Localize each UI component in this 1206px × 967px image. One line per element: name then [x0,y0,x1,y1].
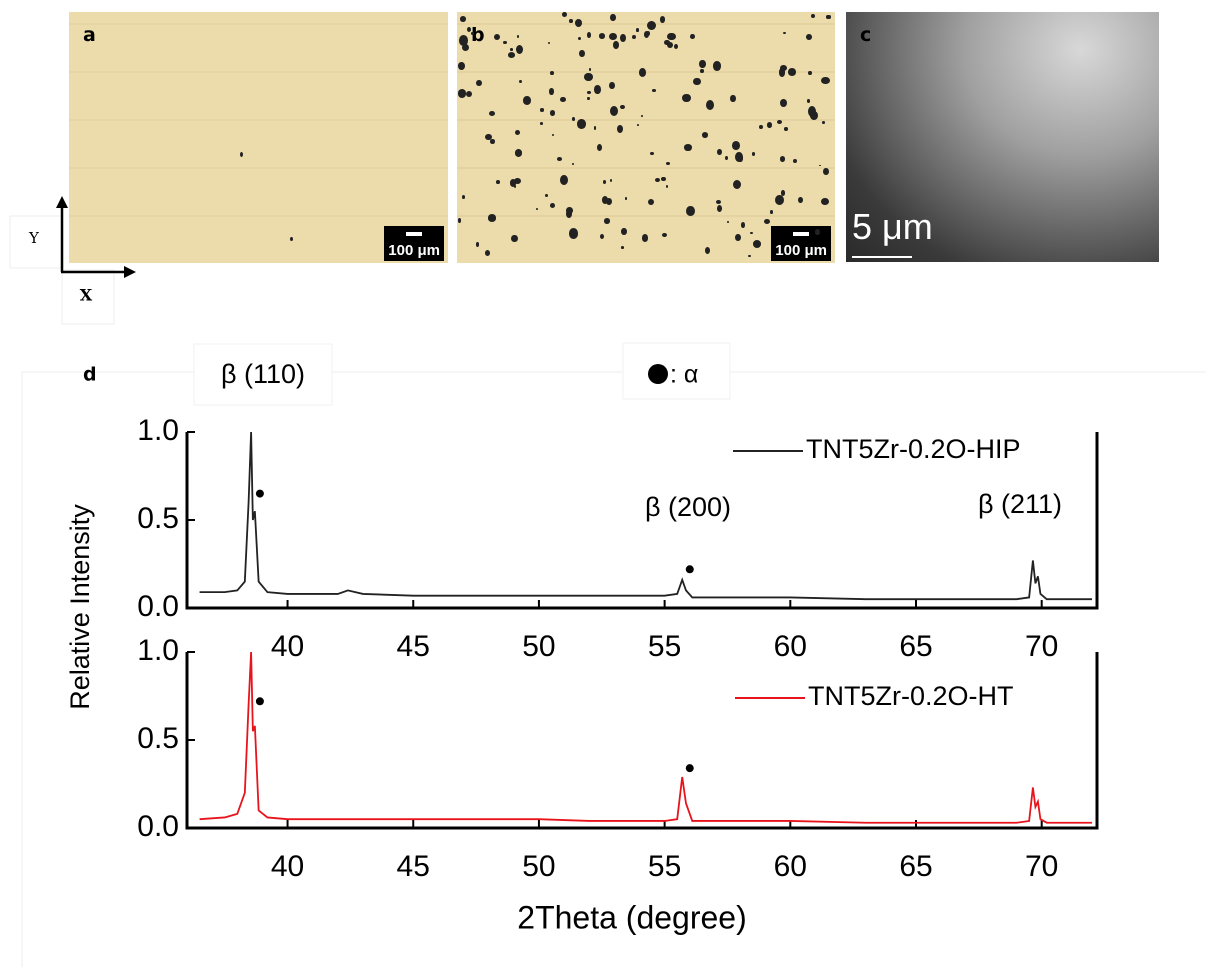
line-series [199,431,1092,601]
x-tick-label: 60 [774,630,807,663]
scale-bar: 100 μm [771,226,831,261]
annotation: β (200) [645,492,731,522]
legend-label: TNT5Zr-0.2O-HT [808,681,1014,711]
micrograph-a: a 100 μm [69,12,448,263]
x-tick-label: 45 [397,850,430,883]
x-tick-label: 60 [774,850,807,883]
x-axis-label: 2Theta (degree) [517,899,746,935]
annotation: β (110) [221,359,305,389]
y-axis-label: Relative Intensity [65,504,95,710]
y-tick-label: 1.0 [137,634,179,667]
legend-label: TNT5Zr-0.2O-HIP [806,434,1021,464]
x-tick-label: 55 [648,630,681,663]
alpha-marker [685,565,694,574]
alpha-marker [685,764,694,773]
axes-indicator: Y X [9,196,136,325]
micrograph-c: c 5 μm [846,12,1159,262]
x-tick-label: 50 [522,630,555,663]
axis-y-label: Y [28,229,40,247]
scale-bar: 100 μm [384,226,444,261]
y-tick-label: 1.0 [137,414,179,447]
y-tick-label: 0.0 [137,590,179,623]
annotation: : α [670,361,698,389]
axis-x-label: X [80,286,93,305]
x-tick-label: 45 [397,630,430,663]
scale-bar-label: 5 μm [852,206,933,247]
x-tick-label: 70 [1025,630,1058,663]
y-tick-label: 0.5 [137,722,179,755]
panel-label: d [83,364,97,386]
annotation: β (211) [978,489,1062,519]
x-tick-label: 55 [648,850,681,883]
alpha-marker [255,697,264,706]
x-tick-label: 65 [899,850,932,883]
panel-label: c [860,24,872,46]
panel-label: a [83,24,96,46]
x-tick-label: 40 [271,630,304,663]
alpha-marker [255,489,264,498]
micrograph-b: b 100 μm [457,12,835,263]
x-tick-label: 50 [522,850,555,883]
panel-label: b [471,24,485,46]
x-tick-label: 70 [1025,850,1058,883]
x-tick-label: 40 [271,850,304,883]
y-tick-label: 0.0 [137,810,179,843]
line-series [199,651,1092,824]
y-tick-label: 0.5 [137,502,179,535]
x-tick-label: 65 [899,630,932,663]
